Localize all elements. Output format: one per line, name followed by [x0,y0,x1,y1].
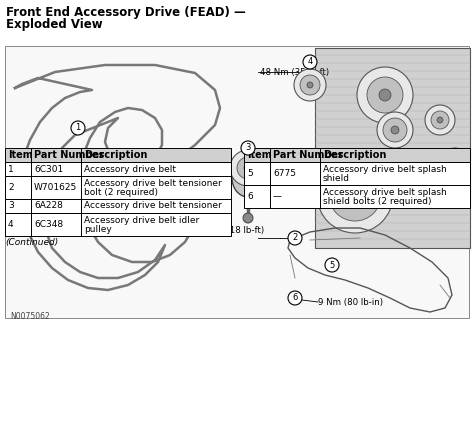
Text: 5: 5 [247,169,253,178]
Bar [5,213,231,236]
Text: bolt (2 required): bolt (2 required) [84,188,158,197]
Text: Item: Item [247,150,272,160]
Text: 6C348: 6C348 [34,220,63,229]
Circle shape [329,169,381,221]
Circle shape [307,82,313,88]
Text: Description: Description [84,150,147,160]
Circle shape [71,121,85,135]
Circle shape [300,75,320,95]
Circle shape [437,117,443,123]
Text: N0075062: N0075062 [10,312,50,321]
Circle shape [241,141,255,155]
Text: 2: 2 [8,183,14,192]
Text: 48 Nm (35 lb-ft): 48 Nm (35 lb-ft) [260,67,329,76]
Circle shape [452,157,458,163]
Text: (Continued): (Continued) [5,238,58,247]
Circle shape [237,157,259,179]
Text: 2: 2 [292,233,298,242]
Circle shape [391,126,399,134]
Bar [244,162,470,185]
Bar [244,185,470,208]
Text: shield bolts (2 required): shield bolts (2 required) [323,197,431,206]
Text: 1: 1 [75,124,81,133]
Bar [244,148,470,162]
Text: Part Number: Part Number [273,150,343,160]
Text: 5: 5 [329,260,335,269]
Text: 9 Nm (80 lb-in): 9 Nm (80 lb-in) [318,297,383,306]
Text: Item: Item [8,150,33,160]
Text: 6C301: 6C301 [34,164,63,173]
Circle shape [425,105,455,135]
Circle shape [379,89,391,101]
Text: 6A228: 6A228 [34,202,63,211]
Circle shape [244,164,252,172]
Bar [5,162,231,176]
Circle shape [406,161,434,189]
Text: —: — [273,192,282,201]
Circle shape [415,170,425,180]
Text: pulley: pulley [84,225,112,234]
Circle shape [288,291,302,305]
Circle shape [431,111,449,129]
Circle shape [230,150,266,186]
Circle shape [448,153,462,167]
Circle shape [325,258,339,272]
Text: Accessory drive belt splash: Accessory drive belt splash [323,188,447,197]
Text: Accessory drive belt: Accessory drive belt [84,164,176,173]
Text: 25 Nm (18 lb-ft): 25 Nm (18 lb-ft) [195,226,264,235]
Text: 6775: 6775 [273,169,296,178]
Bar [5,46,469,318]
Circle shape [383,118,407,142]
Text: Accessory drive belt splash: Accessory drive belt splash [323,165,447,174]
Circle shape [303,55,317,69]
Circle shape [367,77,403,113]
Text: Description: Description [323,150,386,160]
Text: Accessory drive belt idler: Accessory drive belt idler [84,216,199,225]
Circle shape [347,187,363,203]
Text: 4: 4 [307,57,313,66]
Bar [5,148,231,162]
Text: 1: 1 [8,164,14,173]
Bar [315,48,470,248]
Text: 3: 3 [8,202,14,211]
Text: 6: 6 [247,192,253,201]
Circle shape [288,231,302,245]
Circle shape [317,157,393,233]
Text: shield: shield [323,174,350,183]
Text: 6: 6 [292,293,298,302]
Text: Front End Accessory Drive (FEAD) —: Front End Accessory Drive (FEAD) — [6,6,246,19]
Circle shape [357,67,413,123]
Text: Exploded View: Exploded View [6,18,103,31]
Text: 3: 3 [246,143,251,152]
Text: 4: 4 [8,220,14,229]
Circle shape [294,69,326,101]
Text: Accessory drive belt tensioner: Accessory drive belt tensioner [84,202,222,211]
Circle shape [377,112,413,148]
Circle shape [398,153,442,197]
Bar [5,199,231,213]
Bar [5,176,231,199]
Text: W701625: W701625 [34,183,77,192]
Text: Part Number: Part Number [34,150,104,160]
Circle shape [443,148,467,172]
Ellipse shape [232,159,264,197]
Circle shape [243,213,253,223]
Text: Accessory drive belt tensioner: Accessory drive belt tensioner [84,179,222,188]
